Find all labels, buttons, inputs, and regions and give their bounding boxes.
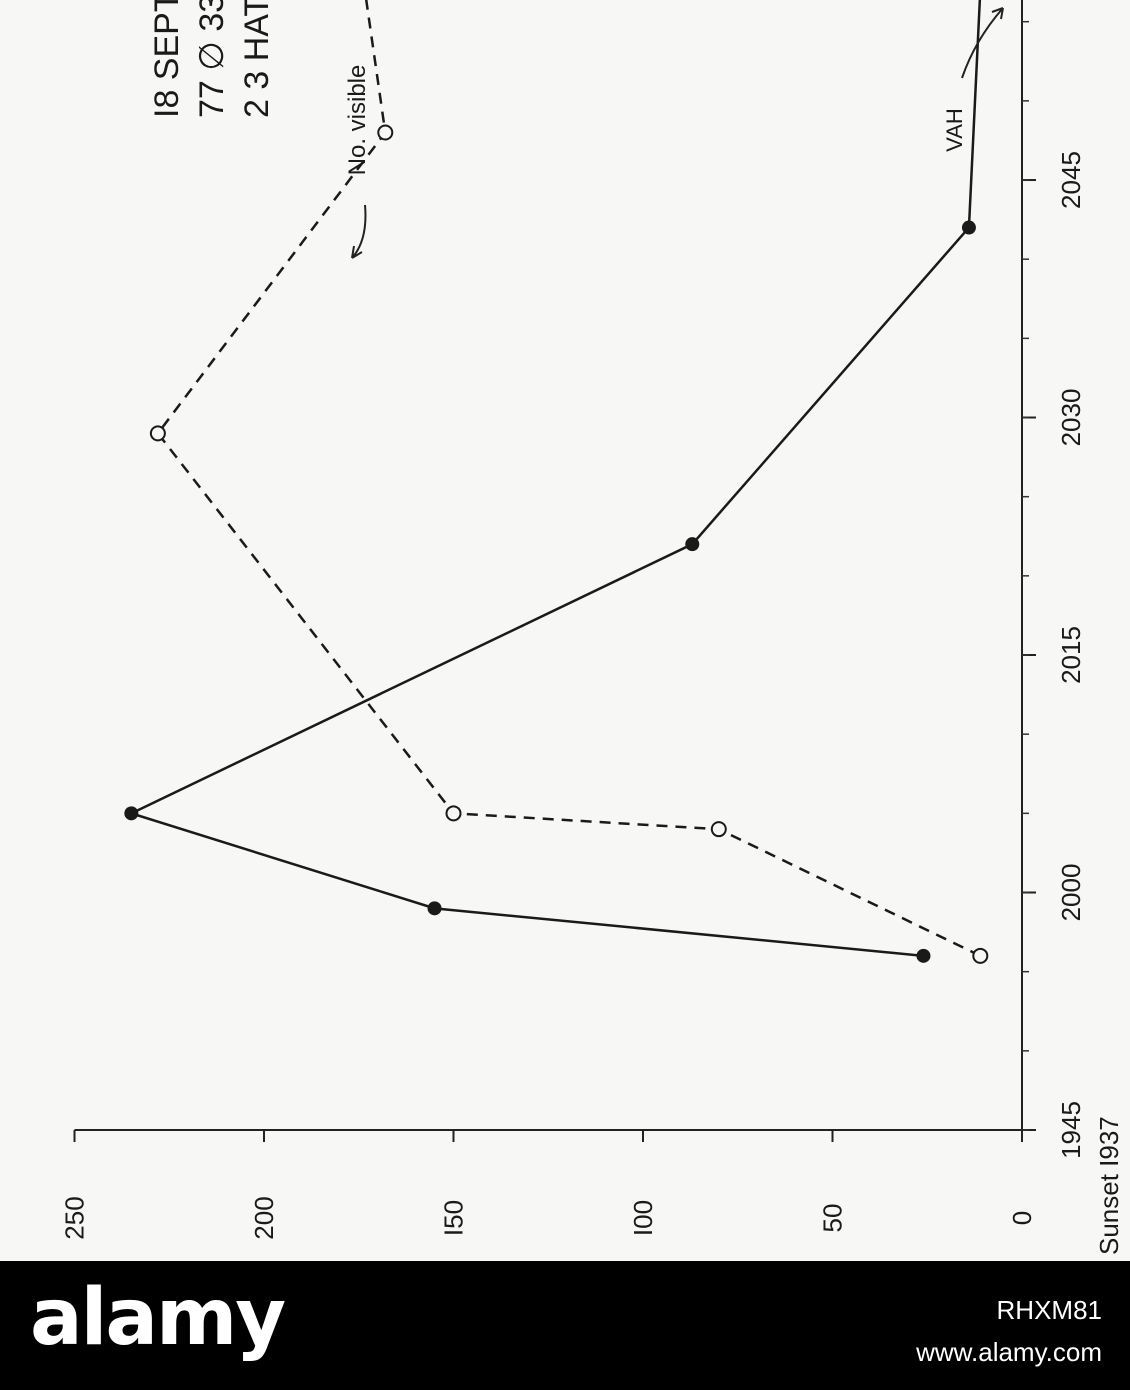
- chart: 1945200020152030204521002Sunset I937050I…: [60, 0, 1124, 1255]
- x-tick-label: 2045: [1056, 151, 1086, 209]
- site-url: www.alamy.com: [916, 1337, 1102, 1367]
- x-tick-label: 2030: [1056, 389, 1086, 447]
- data-point-no-visible: [377, 124, 394, 141]
- x-axis-label: Sunset I937: [1094, 1116, 1124, 1255]
- title-line-3: 2 3 HATCH: [238, 0, 276, 118]
- data-point-no-visible: [445, 805, 462, 822]
- y-tick-label: I00: [628, 1200, 658, 1236]
- data-point-no-visible: [972, 947, 989, 964]
- title-line-2: 77 ∅ 33: [193, 0, 231, 118]
- x-tick-label: 2015: [1056, 626, 1086, 684]
- x-tick-label: 2000: [1056, 864, 1086, 922]
- series-line-no-visible: [156, 0, 981, 957]
- series-label-no-visible: No. visible: [344, 65, 371, 176]
- y-tick-label: 0: [1007, 1211, 1037, 1225]
- watermark-footer: alamy RHXM81 www.alamy.com: [0, 1261, 1130, 1390]
- series-line-vah: [127, 0, 982, 958]
- y-tick-label: 200: [249, 1196, 279, 1239]
- chart-area: 1945200020152030204521002Sunset I937050I…: [59, 0, 1124, 1255]
- arrow-no-visible: [351, 204, 367, 259]
- data-point-no-visible: [710, 821, 727, 838]
- data-point-vah: [124, 806, 139, 821]
- y-tick-label: 50: [818, 1204, 848, 1233]
- title-line-1: I8 SEPT. I: [148, 0, 186, 118]
- image-id: RHXM81: [996, 1295, 1102, 1325]
- data-point-no-visible: [149, 425, 166, 442]
- x-tick-label: 1945: [1056, 1101, 1086, 1159]
- y-tick-label: 250: [60, 1196, 90, 1239]
- y-tick-label: I50: [439, 1200, 469, 1236]
- data-point-vah: [427, 901, 442, 916]
- arrow-vah: [961, 7, 1004, 79]
- data-point-vah: [916, 948, 931, 963]
- data-point-vah: [685, 537, 700, 552]
- brand-logo: alamy: [30, 1273, 286, 1363]
- data-point-vah: [961, 220, 976, 235]
- series-label-vah: VAH: [942, 108, 967, 152]
